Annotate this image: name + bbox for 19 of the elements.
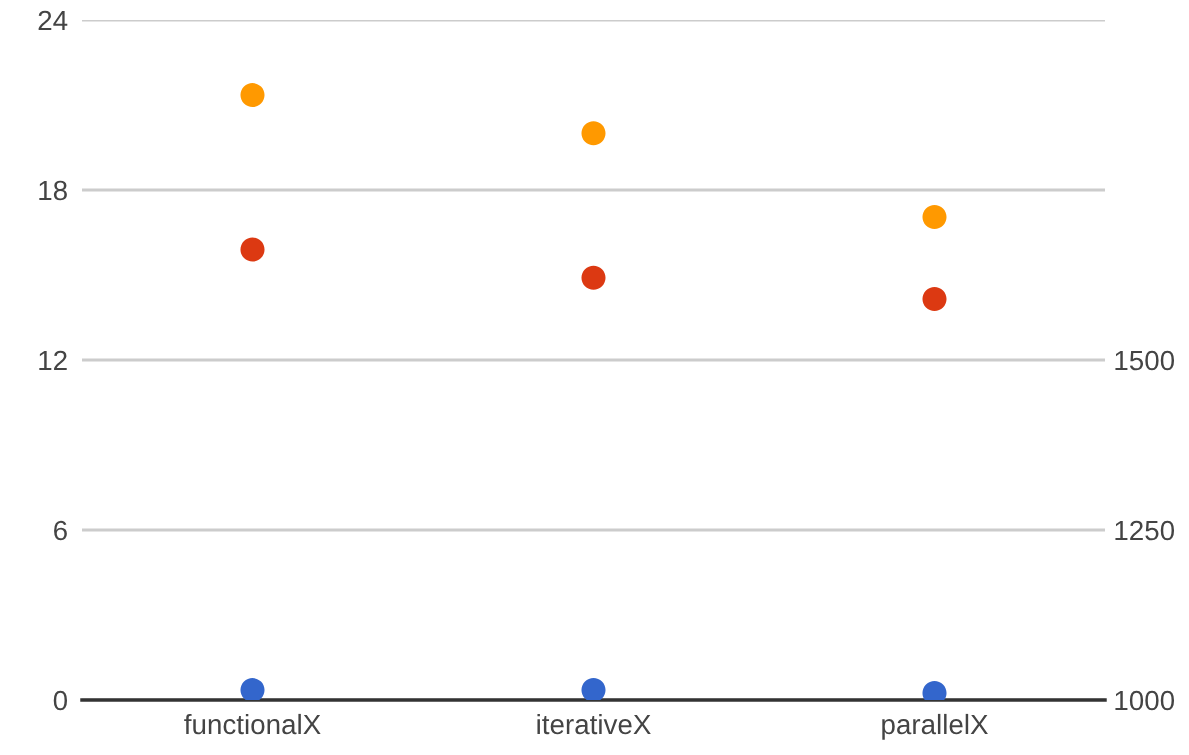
point bbox=[240, 237, 265, 262]
y-tick-label: 12 bbox=[39, 350, 67, 371]
x-tick-label: functionalX bbox=[184, 713, 321, 735]
y2-tick-label: 1000 bbox=[1115, 690, 1175, 711]
x-tick-label: parallelX bbox=[882, 713, 988, 740]
point bbox=[240, 678, 265, 700]
y-tick-label: 18 bbox=[39, 180, 67, 201]
y-tick-label: 24 bbox=[38, 10, 68, 31]
y-tick-label: 6 bbox=[54, 520, 67, 541]
y-tick-label: 0 bbox=[53, 690, 68, 711]
point bbox=[240, 83, 265, 108]
point bbox=[922, 287, 947, 312]
y2-tick-label: 1250 bbox=[1115, 520, 1175, 541]
point bbox=[581, 121, 606, 146]
point bbox=[922, 204, 947, 229]
point bbox=[581, 678, 606, 700]
x-tick-label: iterativeX bbox=[537, 713, 651, 735]
point bbox=[581, 265, 606, 290]
y2-tick-label: 1500 bbox=[1115, 350, 1175, 371]
